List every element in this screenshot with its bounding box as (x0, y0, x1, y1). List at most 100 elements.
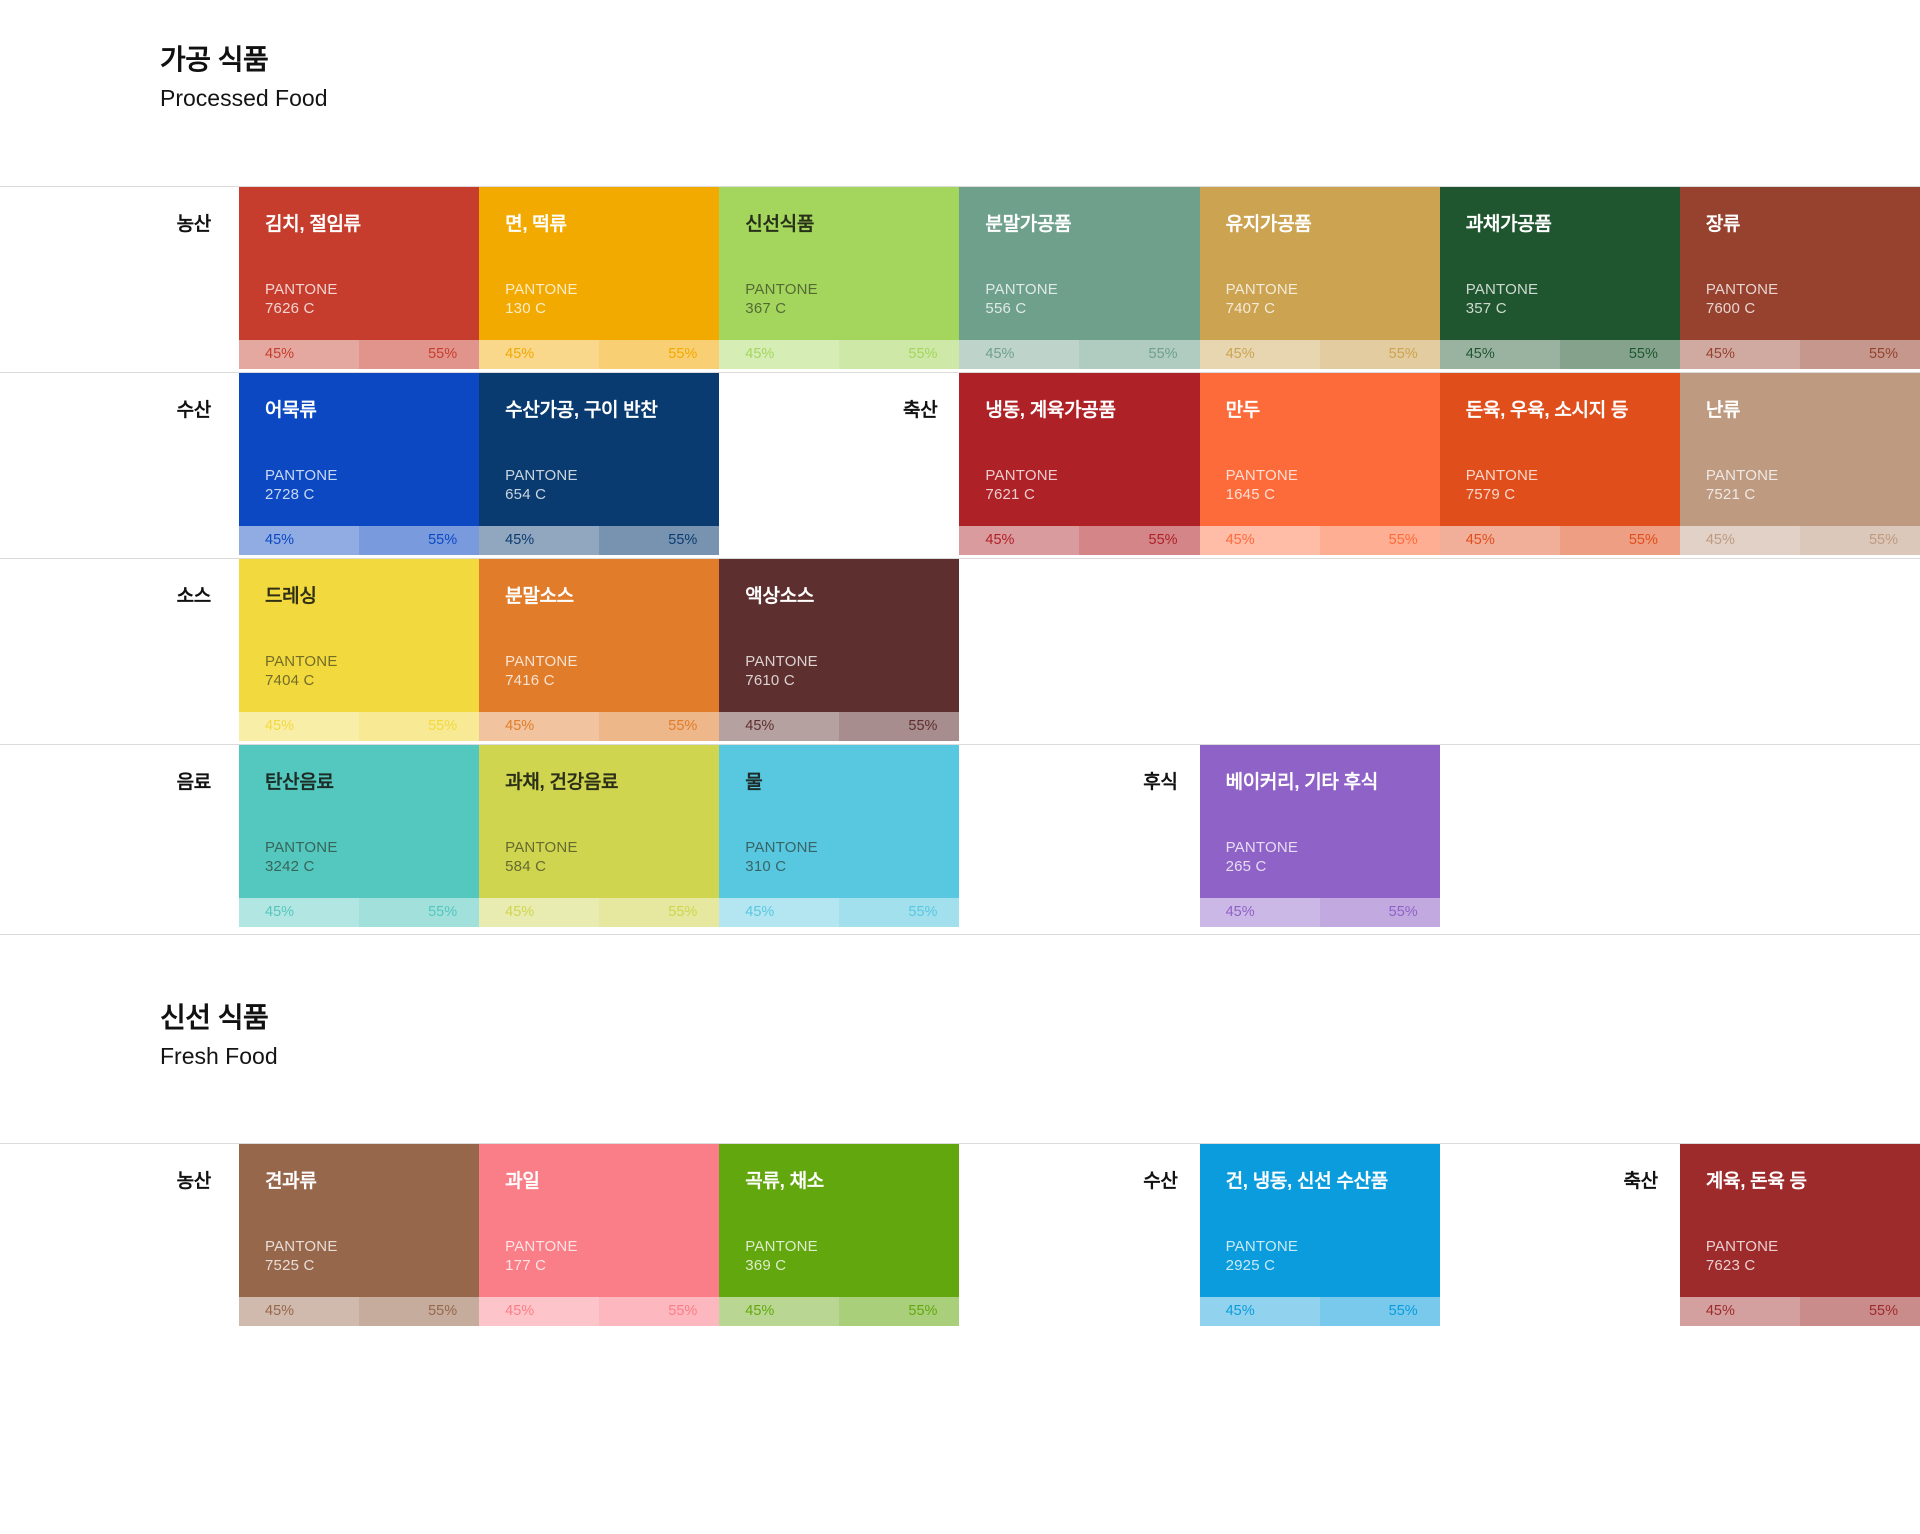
tint-strip: 45% 55% (239, 526, 480, 555)
swatch-color-block: 냉동, 계육가공품 PANTONE 7621 C (959, 373, 1200, 526)
tint-strip: 45% 55% (719, 898, 960, 927)
tint-55-block (1799, 340, 1920, 369)
pantone-number: 3242 C (265, 858, 315, 875)
tint-55-label: 55% (668, 1303, 698, 1319)
swatch-color-block: 분말가공품 PANTONE 556 C (959, 187, 1200, 340)
swatch-fresh-seafood: 건, 냉동, 신선 수산품 PANTONE 2925 C 45% 55% (1199, 1144, 1440, 1326)
tint-45-block (959, 526, 1080, 555)
tint-45-label: 45% (985, 532, 1015, 548)
pantone-number: 7623 C (1705, 1257, 1756, 1274)
row-label-agricultural-fresh: 농산 (176, 1171, 212, 1192)
tint-45-block (959, 340, 1080, 369)
row-fishery-livestock-processed: 수산 어묵류 PANTONE 2728 C 45% 55% 수산가공, 구이 반찬 … (0, 372, 1920, 558)
swatch-pantone-code: PANTONE 1645 C (1226, 466, 1299, 504)
swatch-color-block: 김치, 절임류 PANTONE 7626 C (239, 187, 480, 340)
tint-55-block (839, 712, 960, 741)
swatch-grains-vegetables: 곡류, 채소 PANTONE 369 C 45% 55% (719, 1144, 960, 1326)
pantone-number: 7626 C (265, 300, 315, 317)
pantone-brand: PANTONE (265, 281, 338, 298)
swatch-color-block: 베이커리, 기타 후식 PANTONE 265 C (1199, 745, 1440, 898)
swatch-oil-processed: 유지가공품 PANTONE 7407 C 45% 55% (1199, 187, 1440, 369)
processed-food-grid: 농산 김치, 절임류 PANTONE 7626 C 45% 55% 면, 떡류 PA… (0, 186, 1920, 935)
pantone-brand: PANTONE (265, 653, 338, 670)
swatch-liquid-sauce: 액상소스 PANTONE 7610 C 45% 55% (719, 559, 960, 741)
swatch-pantone-code: PANTONE 7621 C (985, 466, 1058, 504)
tint-45-label: 45% (1225, 532, 1255, 548)
tint-45-label: 45% (505, 346, 535, 362)
swatch-pantone-code: PANTONE 265 C (1226, 838, 1299, 876)
tint-55-block (839, 340, 960, 369)
tint-strip: 45% 55% (719, 712, 960, 741)
tint-45-block (1439, 526, 1560, 555)
tint-strip: 45% 55% (479, 526, 720, 555)
pantone-brand: PANTONE (505, 839, 578, 856)
tint-55-block (1319, 340, 1440, 369)
pantone-brand: PANTONE (1465, 281, 1539, 298)
tint-55-label: 55% (908, 904, 938, 920)
swatch-pantone-code: PANTONE 130 C (505, 280, 578, 318)
swatch-pantone-code: PANTONE 7407 C (1226, 280, 1299, 318)
tint-55-block (1559, 340, 1680, 369)
pantone-brand: PANTONE (1705, 281, 1779, 298)
tint-45-block (1199, 1297, 1320, 1326)
swatch-title: 곡류, 채소 (745, 1171, 824, 1192)
swatch-title: 드레싱 (265, 586, 317, 607)
swatch-color-block: 어묵류 PANTONE 2728 C (239, 373, 480, 526)
tint-55-block (359, 712, 480, 741)
swatch-water: 물 PANTONE 310 C 45% 55% (719, 745, 960, 927)
tint-45-label: 45% (265, 904, 295, 920)
pantone-number: 367 C (745, 300, 787, 317)
row-beverage-dessert: 음료 탄산음료 PANTONE 3242 C 45% 55% 과채, 건강음료 PA… (0, 744, 1920, 930)
row-label-fishery: 수산 (176, 400, 212, 421)
pantone-number: 7525 C (265, 1257, 315, 1274)
tint-55-block (359, 898, 480, 927)
tint-45-block (479, 712, 600, 741)
tint-55-block (839, 1297, 960, 1326)
swatch-title: 김치, 절임류 (265, 214, 361, 235)
pantone-number: 7404 C (265, 672, 315, 689)
swatch-pantone-code: PANTONE 584 C (505, 838, 578, 876)
tint-45-label: 45% (985, 346, 1015, 362)
swatch-title: 액상소스 (745, 586, 815, 607)
swatch-title: 신선식품 (745, 214, 815, 235)
swatch-carbonated-drinks: 탄산음료 PANTONE 3242 C 45% 55% (239, 745, 480, 927)
tint-45-block (479, 526, 600, 555)
pantone-brand: PANTONE (505, 467, 578, 484)
pantone-number: 556 C (985, 300, 1027, 317)
tint-45-label: 45% (745, 346, 775, 362)
tint-45-label: 45% (265, 532, 295, 548)
tint-55-block (1799, 1297, 1920, 1326)
pantone-brand: PANTONE (265, 467, 338, 484)
tint-strip: 45% 55% (239, 898, 480, 927)
tint-55-label: 55% (1388, 1303, 1418, 1319)
swatch-seafood-processed: 수산가공, 구이 반찬 PANTONE 654 C 45% 55% (479, 373, 720, 555)
tint-55-label: 55% (1868, 346, 1898, 362)
tint-strip: 45% 55% (479, 1297, 720, 1326)
pantone-number: 7621 C (985, 486, 1035, 503)
swatch-title: 장류 (1705, 214, 1741, 235)
tint-45-block (1199, 526, 1320, 555)
pantone-number: 7416 C (505, 672, 555, 689)
tint-45-label: 45% (505, 532, 535, 548)
swatch-title: 건, 냉동, 신선 수산품 (1225, 1171, 1389, 1192)
tint-55-label: 55% (428, 904, 458, 920)
pantone-number: 7407 C (1225, 300, 1276, 317)
tint-55-label: 55% (908, 1303, 938, 1319)
swatch-title: 계육, 돈육 등 (1705, 1171, 1807, 1192)
tint-45-block (1679, 1297, 1800, 1326)
tint-45-label: 45% (1225, 346, 1255, 362)
tint-55-label: 55% (1148, 532, 1178, 548)
swatch-pantone-code: PANTONE 7525 C (265, 1237, 338, 1275)
tint-55-label: 55% (1388, 904, 1418, 920)
tint-55-block (359, 526, 480, 555)
swatch-pantone-code: PANTONE 556 C (985, 280, 1058, 318)
swatch-title: 어묵류 (265, 400, 317, 421)
swatch-pantone-code: PANTONE 7626 C (265, 280, 338, 318)
swatch-color-block: 면, 떡류 PANTONE 130 C (479, 187, 720, 340)
tint-strip: 45% 55% (1199, 340, 1440, 369)
tint-45-label: 45% (1705, 1303, 1735, 1319)
tint-55-label: 55% (1148, 346, 1178, 362)
tint-55-label: 55% (668, 346, 698, 362)
pantone-number: 265 C (1225, 858, 1267, 875)
swatch-color-block: 과채가공품 PANTONE 357 C (1439, 187, 1680, 340)
